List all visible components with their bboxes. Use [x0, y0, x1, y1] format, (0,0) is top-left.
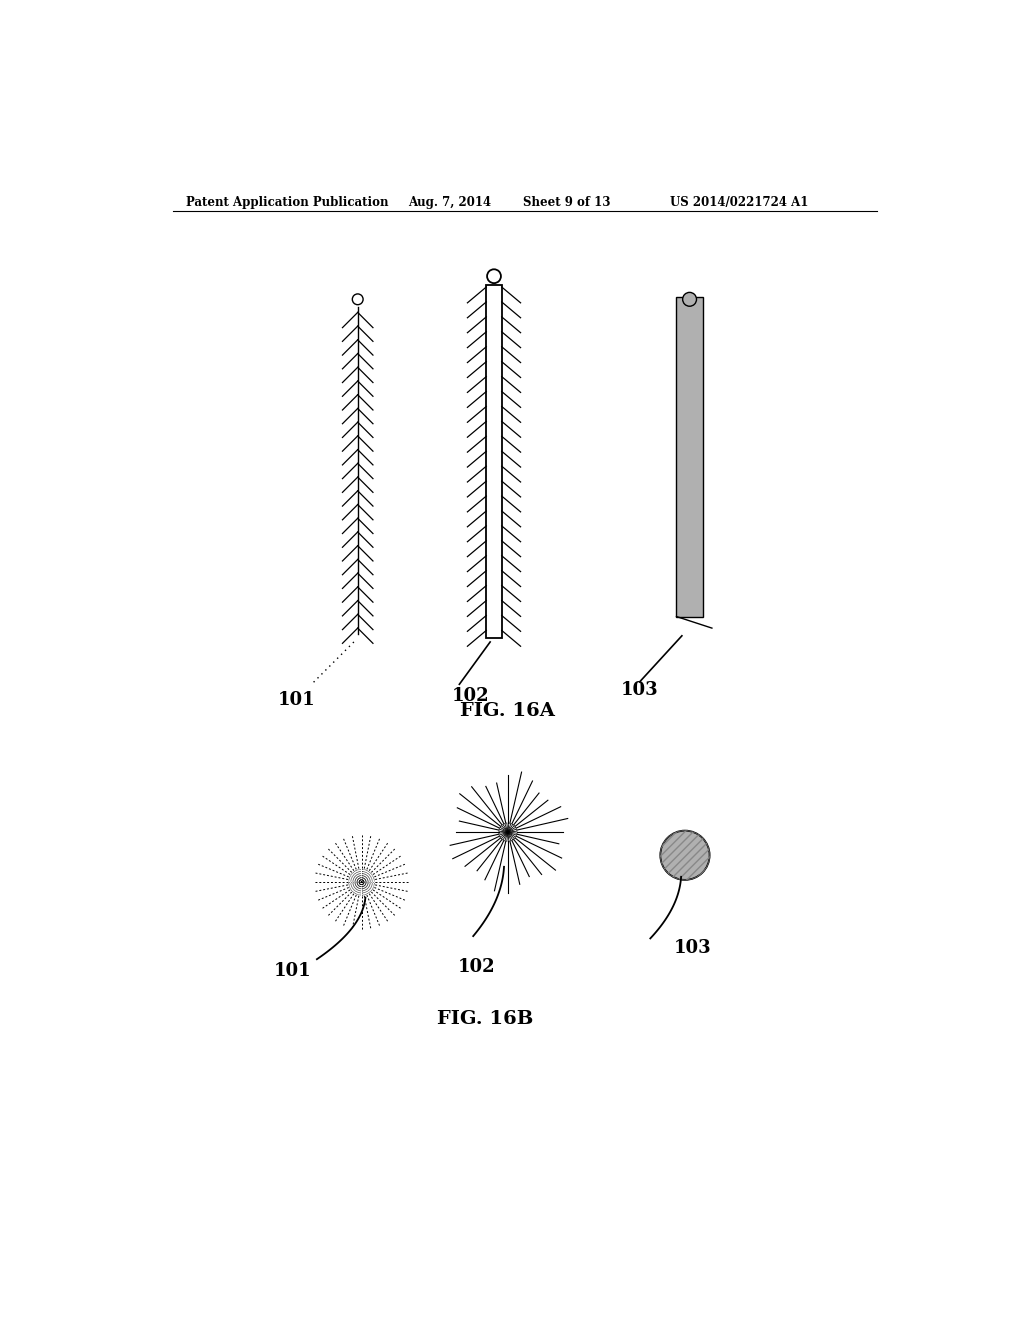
Text: 102: 102	[452, 686, 489, 705]
Circle shape	[660, 830, 710, 880]
Text: Patent Application Publication: Patent Application Publication	[186, 195, 388, 209]
Text: 103: 103	[621, 681, 657, 698]
Text: FIG. 16A: FIG. 16A	[461, 702, 555, 721]
Text: US 2014/0221724 A1: US 2014/0221724 A1	[670, 195, 808, 209]
Text: Aug. 7, 2014: Aug. 7, 2014	[408, 195, 490, 209]
Bar	[486, 285, 502, 638]
Text: 101: 101	[273, 962, 311, 979]
Bar	[677, 297, 702, 616]
Text: 102: 102	[458, 958, 496, 975]
Circle shape	[683, 293, 696, 306]
Text: 103: 103	[674, 939, 711, 957]
Text: Sheet 9 of 13: Sheet 9 of 13	[523, 195, 610, 209]
Text: FIG. 16B: FIG. 16B	[436, 1010, 532, 1028]
Text: 101: 101	[278, 690, 315, 709]
